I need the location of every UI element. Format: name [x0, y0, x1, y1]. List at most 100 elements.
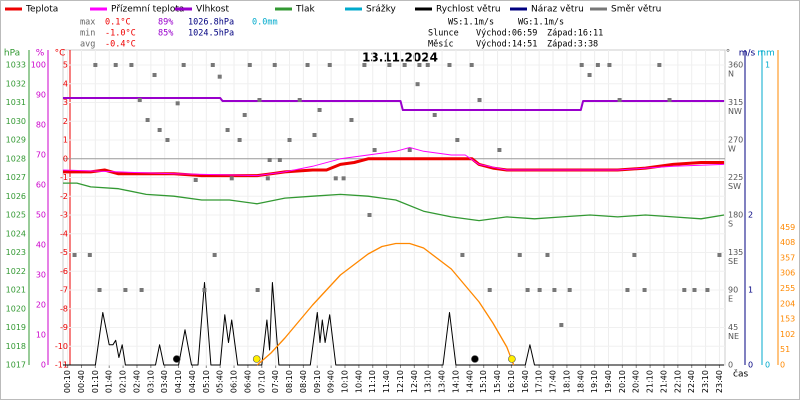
direction-point [537, 288, 542, 292]
x-tick-label: 14:40 [465, 370, 474, 393]
y-tick-label: 5 [63, 61, 68, 70]
y-tick-label: 1031 [6, 98, 26, 107]
y-tick-label: 270 [728, 136, 743, 145]
legend-label: Vlhkost [196, 5, 229, 15]
info-sunrise: Východ:06:59 [476, 29, 537, 39]
series-line [63, 182, 725, 222]
y-tick-label: 1025 [6, 211, 26, 220]
direction-point [297, 98, 302, 102]
direction-point [407, 148, 412, 152]
x-tick-label: 07:40 [271, 370, 280, 393]
direction-point [317, 108, 322, 112]
direction-point [137, 98, 142, 102]
y-tick-label: 1027 [6, 173, 26, 182]
direction-point [455, 138, 460, 142]
y-tick-label: 2 [748, 211, 753, 220]
direction-name: S [728, 220, 733, 229]
x-tick-label: 20:10 [618, 370, 627, 393]
x-tick-label: 16:10 [507, 370, 516, 393]
direction-point [257, 98, 262, 102]
direction-point [277, 158, 282, 162]
series-line [62, 147, 725, 177]
info-wg: WG:1.1m/s [518, 18, 564, 28]
y-tick-label: 357 [780, 253, 795, 262]
direction-point [327, 63, 332, 67]
direction-point [367, 213, 372, 217]
direction-point [497, 148, 502, 152]
x-tick-label: 01:10 [91, 370, 100, 393]
legend-label: Směr větru [611, 5, 661, 15]
direction-point [175, 101, 180, 106]
x-tick-label: 03:40 [160, 370, 169, 393]
x-tick-label: 00:10 [63, 370, 72, 393]
y-tick-label: 1023 [6, 248, 26, 257]
y-tick-label: -9 [60, 323, 68, 332]
y-tick-label: 3 [63, 98, 68, 107]
direction-point [165, 138, 170, 142]
direction-point [667, 98, 672, 102]
direction-point [692, 288, 697, 292]
direction-name: W [728, 145, 736, 154]
y-tick-label: -6 [60, 267, 68, 276]
event-marker [508, 355, 516, 363]
direction-point [372, 148, 377, 152]
x-tick-label: 07:10 [257, 370, 266, 393]
direction-point [237, 138, 242, 142]
x-tick-label: 01:40 [105, 370, 114, 393]
y-tick-label: 100 [31, 61, 46, 70]
x-tick-label: 05:10 [202, 370, 211, 393]
x-tick-label: 14:10 [451, 370, 460, 393]
direction-point [717, 253, 722, 257]
x-tick-label: 04:40 [188, 370, 197, 393]
direction-point [682, 288, 687, 292]
x-tick-label: 15:10 [479, 370, 488, 393]
x-tick-label: 22:10 [673, 370, 682, 393]
axis-unit: hPa [4, 49, 20, 59]
x-tick-label: 10:40 [354, 370, 363, 393]
y-tick-label: 1022 [6, 267, 26, 276]
axis-unit: °C [55, 49, 66, 59]
direction-point [255, 288, 260, 292]
direction-point [333, 176, 338, 181]
x-tick-label: 19:40 [604, 370, 613, 393]
y-tick-label: 1 [63, 136, 68, 145]
info-moonset: Západ:3:38 [547, 40, 598, 50]
x-tick-label: 11:40 [382, 370, 391, 393]
direction-point [212, 253, 217, 257]
y-tick-label: 0 [41, 361, 46, 370]
direction-point [432, 113, 437, 117]
direction-point [265, 176, 270, 181]
y-tick-label: 1017 [6, 361, 26, 370]
stat-temp: -1.0°C [105, 29, 136, 39]
direction-point [402, 63, 407, 67]
info-ws: WS:1.1m/s [448, 18, 494, 28]
direction-point [607, 63, 612, 67]
direction-point [657, 63, 662, 67]
y-tick-label: 60 [36, 181, 46, 190]
stat-temp: -0.4°C [105, 40, 136, 50]
y-tick-label: 360 [728, 61, 743, 70]
direction-point [477, 98, 482, 102]
y-tick-label: 459 [780, 223, 795, 232]
direction-point [217, 74, 222, 79]
y-tick-label: 1024 [6, 229, 26, 238]
direction-point [425, 63, 430, 67]
direction-point [225, 128, 230, 132]
x-tick-label: 08:10 [285, 370, 294, 393]
direction-point [193, 178, 198, 182]
event-marker [172, 355, 181, 363]
x-tick-label: 18:10 [562, 370, 571, 393]
direction-point [287, 138, 292, 142]
direction-name: NW [728, 107, 742, 116]
x-tick-label: 00:40 [77, 370, 86, 393]
legend-label: Tlak [295, 5, 316, 15]
x-tick-label: 13:10 [424, 370, 433, 393]
direction-point [417, 63, 422, 67]
direction-point [469, 63, 474, 67]
x-tick-label: 23:40 [715, 370, 724, 393]
direction-point [587, 73, 592, 77]
y-tick-label: 40 [36, 241, 46, 250]
direction-point [387, 63, 392, 67]
stat-hum: 85% [158, 29, 173, 39]
